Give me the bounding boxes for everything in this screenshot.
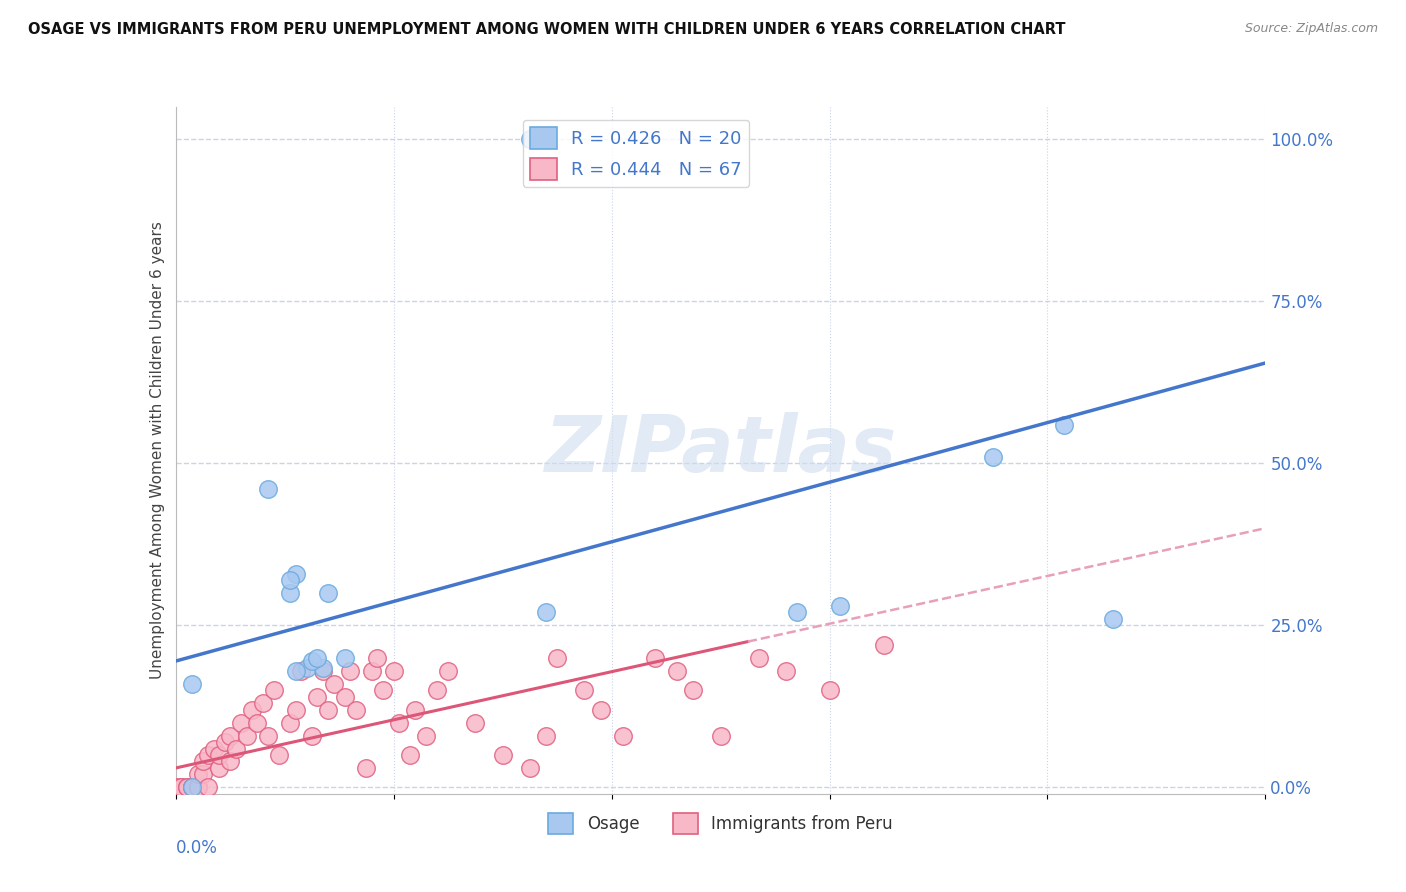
- Point: [246, 715, 269, 730]
- Point: [208, 761, 231, 775]
- Point: [176, 780, 198, 795]
- Point: [278, 573, 301, 587]
- Point: [405, 703, 427, 717]
- Point: [181, 780, 204, 795]
- Point: [546, 650, 568, 665]
- Point: [534, 729, 557, 743]
- Point: [186, 767, 209, 781]
- Point: [191, 767, 214, 781]
- Point: [252, 696, 274, 710]
- Point: [318, 703, 340, 717]
- Point: [534, 606, 557, 620]
- Point: [426, 683, 449, 698]
- Point: [344, 703, 367, 717]
- Point: [295, 660, 318, 674]
- Point: [181, 780, 204, 795]
- Point: [278, 586, 301, 600]
- Point: [492, 747, 515, 762]
- Point: [333, 690, 356, 704]
- Point: [322, 677, 344, 691]
- Point: [269, 747, 291, 762]
- Point: [360, 664, 382, 678]
- Point: [240, 703, 263, 717]
- Point: [197, 780, 219, 795]
- Point: [399, 747, 422, 762]
- Point: [235, 729, 257, 743]
- Point: [202, 741, 225, 756]
- Point: [225, 741, 247, 756]
- Point: [574, 683, 596, 698]
- Point: [181, 780, 204, 795]
- Point: [981, 450, 1004, 464]
- Point: [1102, 612, 1125, 626]
- Point: [170, 780, 193, 795]
- Point: [644, 650, 666, 665]
- Point: [312, 664, 335, 678]
- Point: [786, 606, 808, 620]
- Point: [165, 780, 187, 795]
- Point: [197, 747, 219, 762]
- Point: [873, 638, 896, 652]
- Point: [830, 599, 852, 613]
- Point: [519, 761, 541, 775]
- Point: [214, 735, 236, 749]
- Point: [318, 586, 340, 600]
- Point: [170, 780, 193, 795]
- Point: [284, 566, 307, 581]
- Point: [775, 664, 797, 678]
- Text: 0.0%: 0.0%: [176, 838, 218, 856]
- Point: [231, 715, 253, 730]
- Text: ZIPatlas: ZIPatlas: [544, 412, 897, 489]
- Point: [415, 729, 437, 743]
- Point: [191, 755, 214, 769]
- Point: [666, 664, 689, 678]
- Point: [208, 747, 231, 762]
- Y-axis label: Unemployment Among Women with Children Under 6 years: Unemployment Among Women with Children U…: [149, 221, 165, 680]
- Point: [176, 780, 198, 795]
- Point: [437, 664, 460, 678]
- Point: [519, 132, 541, 146]
- Point: [682, 683, 704, 698]
- Point: [257, 483, 280, 497]
- Point: [371, 683, 394, 698]
- Point: [284, 664, 307, 678]
- Point: [257, 729, 280, 743]
- Point: [382, 664, 405, 678]
- Point: [301, 654, 323, 668]
- Point: [1053, 417, 1076, 432]
- Point: [818, 683, 841, 698]
- Point: [219, 755, 242, 769]
- Point: [307, 690, 329, 704]
- Point: [464, 715, 486, 730]
- Point: [219, 729, 242, 743]
- Point: [589, 703, 612, 717]
- Point: [278, 715, 301, 730]
- Point: [312, 660, 335, 674]
- Point: [388, 715, 411, 730]
- Point: [333, 650, 356, 665]
- Point: [301, 729, 323, 743]
- Point: [366, 650, 388, 665]
- Point: [284, 703, 307, 717]
- Legend: Osage, Immigrants from Peru: Osage, Immigrants from Peru: [541, 807, 900, 840]
- Point: [307, 650, 329, 665]
- Point: [612, 729, 634, 743]
- Text: Source: ZipAtlas.com: Source: ZipAtlas.com: [1244, 22, 1378, 36]
- Point: [181, 677, 204, 691]
- Point: [339, 664, 361, 678]
- Point: [186, 780, 209, 795]
- Point: [356, 761, 378, 775]
- Point: [748, 650, 770, 665]
- Point: [186, 780, 209, 795]
- Text: OSAGE VS IMMIGRANTS FROM PERU UNEMPLOYMENT AMONG WOMEN WITH CHILDREN UNDER 6 YEA: OSAGE VS IMMIGRANTS FROM PERU UNEMPLOYME…: [28, 22, 1066, 37]
- Point: [710, 729, 733, 743]
- Point: [290, 664, 312, 678]
- Point: [263, 683, 285, 698]
